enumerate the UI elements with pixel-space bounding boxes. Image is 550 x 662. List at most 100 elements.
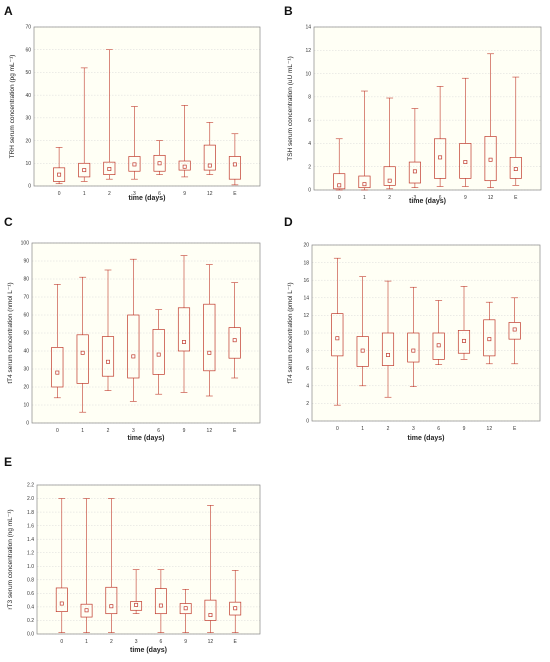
box-iqr: [229, 601, 242, 616]
y-tick-label-c: 20: [23, 385, 29, 391]
y-tick-label-e: 0.6: [27, 591, 34, 597]
median-marker: [362, 182, 367, 187]
median-marker: [360, 348, 365, 353]
x-tick-label-b: 6: [439, 195, 442, 201]
y-tick-label-c: 30: [23, 367, 29, 373]
median-marker: [80, 350, 85, 355]
box-iqr: [459, 143, 472, 179]
box-a-3: [128, 106, 141, 180]
y-tick-label-c: 50: [23, 331, 29, 337]
y-tick-label-a: 40: [25, 93, 31, 99]
x-tick-label-e: 6: [159, 639, 162, 645]
box-c-7: [228, 282, 241, 379]
box-iqr: [483, 319, 496, 357]
x-tick-label-e: E: [234, 639, 238, 645]
box-iqr: [356, 336, 369, 367]
y-tick-label-a: 60: [25, 47, 31, 53]
y-tick-label-c: 90: [23, 259, 29, 265]
x-tick-label-e: 3: [135, 639, 138, 645]
box-iqr: [228, 156, 241, 180]
box-c-0: [51, 284, 64, 399]
box-iqr: [331, 313, 344, 357]
median-marker: [183, 606, 188, 611]
y-axis-label-a: TRH serum concentration (pg mL⁻¹): [9, 55, 16, 159]
y-tick-label-a: 70: [25, 25, 31, 31]
median-marker: [55, 370, 60, 375]
box-iqr: [105, 586, 118, 615]
y-tick-label-a: 20: [25, 138, 31, 144]
median-marker: [387, 178, 392, 183]
box-iqr: [154, 588, 167, 615]
median-marker: [131, 354, 136, 359]
box-b-7: [509, 76, 522, 186]
box-iqr: [509, 157, 522, 179]
box-b-5: [459, 77, 472, 187]
median-marker: [182, 340, 186, 344]
y-tick-label-b: 14: [305, 25, 311, 31]
box-iqr: [228, 327, 241, 359]
x-tick-label-e: 12: [208, 639, 214, 645]
box-iqr: [80, 603, 93, 618]
y-tick-label-e: 1.0: [27, 564, 34, 570]
box-iqr: [457, 330, 471, 354]
box-b-2: [383, 97, 396, 190]
median-marker: [59, 601, 64, 606]
box-e-3: [130, 569, 143, 614]
box-e-2: [105, 498, 118, 633]
box-iqr: [203, 303, 216, 372]
y-tick-label-c: 60: [23, 313, 29, 319]
x-tick-label-a: 9: [183, 191, 186, 197]
box-iqr: [333, 173, 346, 190]
box-c-2: [101, 269, 115, 391]
x-tick-label-d: 12: [487, 426, 493, 432]
x-tick-label-c: 6: [157, 428, 160, 434]
y-axis-label-b: TSH serum concentration (uU mL⁻¹): [287, 56, 294, 161]
x-tick-label-b: 12: [488, 195, 494, 201]
box-iqr: [128, 156, 141, 172]
median-marker: [134, 602, 139, 607]
x-tick-label-a: 0: [58, 191, 61, 197]
y-tick-label-d: 18: [303, 260, 309, 266]
y-tick-label-e: 1.6: [27, 523, 34, 529]
x-axis-label-b: time (days): [409, 198, 446, 205]
y-axis-label-e: rT3 serum concentration (ng mL⁻¹): [7, 509, 14, 609]
box-iqr: [55, 587, 68, 612]
y-tick-label-e: 2.0: [27, 496, 34, 502]
panel-letter-c: C: [4, 215, 13, 229]
box-iqr: [53, 167, 66, 182]
y-tick-label-a: 50: [25, 70, 31, 76]
median-marker: [233, 606, 238, 611]
box-a-4: [153, 140, 166, 175]
median-marker: [158, 603, 163, 608]
median-marker: [232, 338, 237, 343]
x-tick-label-c: 9: [183, 428, 186, 434]
median-marker: [488, 157, 493, 162]
box-c-5: [177, 255, 191, 393]
box-iqr: [381, 332, 395, 366]
box-b-0: [333, 138, 346, 191]
x-axis-label-d: time (days): [408, 435, 445, 442]
plot-frame-a: [33, 26, 261, 187]
box-iqr: [408, 161, 421, 184]
x-tick-label-d: 0: [336, 426, 339, 432]
panel-letter-e: E: [4, 455, 12, 469]
box-e-0: [55, 498, 68, 633]
box-c-6: [203, 264, 216, 397]
box-a-7: [228, 133, 241, 186]
x-tick-label-a: 1: [83, 191, 86, 197]
y-axis-label-c: tT4 serum concentration (nmol L⁻¹): [7, 282, 14, 383]
box-c-3: [127, 258, 140, 402]
x-tick-label-b: 3: [413, 195, 416, 201]
x-tick-label-c: 0: [56, 428, 59, 434]
box-c-4: [152, 309, 165, 395]
box-iqr: [204, 599, 217, 621]
box-iqr: [432, 332, 445, 360]
box-iqr: [153, 154, 166, 172]
box-iqr: [76, 334, 89, 384]
x-tick-label-d: 6: [437, 426, 440, 432]
